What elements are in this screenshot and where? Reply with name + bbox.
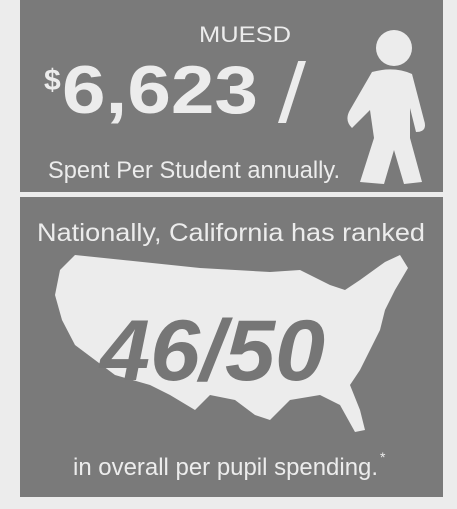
district: MUESD: [199, 22, 291, 47]
slash: /: [278, 46, 307, 140]
footnote-mark: *: [380, 449, 386, 465]
caption: Spent Per Student annually.: [48, 157, 340, 184]
currency: $: [44, 64, 61, 97]
us-map: [55, 255, 408, 432]
amount: 6,623: [62, 52, 258, 128]
heading: Nationally, California has ranked: [37, 219, 425, 247]
footer: in overall per pupil spending.: [73, 454, 378, 481]
person-icon: [347, 30, 425, 184]
rank: 46/50: [98, 303, 325, 399]
